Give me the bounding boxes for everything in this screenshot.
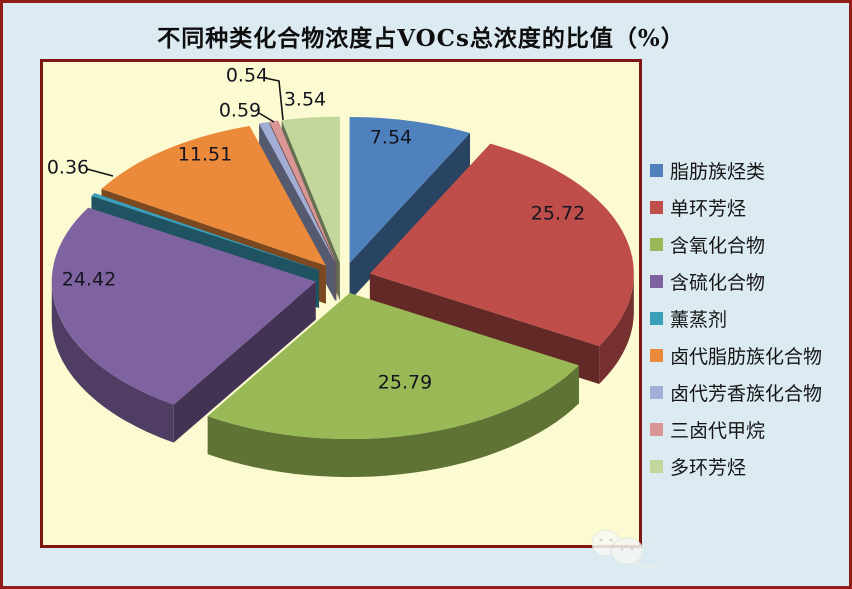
legend-swatch — [650, 164, 663, 177]
legend-label: 脂肪族烃类 — [670, 161, 766, 183]
plot-area: 7.54 25.72 25.79 24.42 0.36 11.51 0.59 0.54 3.54 — [40, 59, 642, 548]
label-leader-line — [86, 168, 114, 177]
legend-item-3: 含硫化合物 — [650, 270, 822, 294]
legend-label: 卤代脂肪族化合物 — [670, 346, 823, 368]
pie-slice-4 — [91, 193, 320, 270]
legend-label: 多环芳烃 — [670, 457, 747, 479]
slice-value-label: 11.51 — [178, 144, 232, 166]
slice-value-label: 0.59 — [219, 100, 261, 122]
pie-slice-2 — [207, 293, 579, 440]
legend-swatch — [650, 423, 663, 436]
legend-swatch — [650, 312, 663, 325]
pie-slice-6 — [259, 121, 336, 264]
legend: 脂肪族烃类单环芳烃含氧化合物含硫化合物薰蒸剂卤代脂肪族化合物 卤代芳香族化合物 三卤… — [650, 159, 823, 479]
pie-slice-side-3 — [173, 281, 316, 443]
legend-item-1: 单环芳烃 — [650, 196, 822, 220]
pie-slice-side-0 — [349, 133, 471, 301]
slice-value-label: 25.79 — [378, 372, 432, 394]
legend-item-0: 脂肪族烃类 — [650, 159, 822, 183]
pie-chart: 7.54 25.72 25.79 24.42 0.36 11.51 0.59 0.54 3.54 — [47, 65, 634, 478]
label-leader-line — [258, 112, 275, 123]
pie-slice-5 — [101, 125, 326, 266]
slice-value-label: 3.54 — [284, 89, 326, 111]
legend-swatch — [650, 460, 663, 473]
chart-title: 不同种类化合物浓度占VOCs总浓度的比值（%） — [157, 25, 685, 52]
legend-label: 含硫化合物 — [670, 272, 766, 294]
slice-value-label: 0.54 — [226, 65, 268, 87]
legend-label: 三卤代甲烷 — [670, 420, 766, 442]
pie-slice-rim-1 — [599, 273, 634, 384]
legend-swatch — [650, 349, 663, 362]
legend-item-5: 卤代脂肪族化合物 — [650, 344, 823, 368]
pie-slice-8 — [281, 116, 340, 263]
slice-value-label: 24.42 — [62, 269, 116, 291]
legend-label: 含氧化合物 — [670, 235, 766, 257]
label-leader-line — [264, 77, 284, 121]
legend-item-2: 含氧化合物 — [650, 233, 822, 257]
pie-slice-0 — [349, 116, 471, 263]
legend-swatch — [650, 201, 663, 214]
pie-slice-rim-3 — [51, 281, 174, 443]
pie-slice-7 — [269, 120, 337, 263]
legend-label: 卤代芳香族化合物 — [670, 383, 823, 405]
legend-item-8: 多环芳烃 — [650, 455, 822, 479]
legend-item-7: 三卤代甲烷 — [650, 418, 822, 442]
legend-item-4: 薰蒸剂 — [650, 307, 822, 331]
slice-value-label: 0.36 — [47, 157, 89, 179]
legend-swatch — [650, 275, 663, 288]
legend-label: 薰蒸剂 — [670, 309, 728, 331]
legend-swatch — [650, 386, 663, 399]
slice-value-label: 7.54 — [370, 127, 412, 149]
pie-slice-rim-2 — [207, 365, 579, 478]
pie-slice-1 — [369, 143, 634, 346]
pie-slice-3 — [51, 207, 316, 405]
legend-item-6: 卤代芳香族化合物 — [650, 381, 823, 405]
slice-value-label: 25.72 — [531, 203, 585, 225]
legend-label: 单环芳烃 — [670, 198, 747, 220]
legend-swatch — [650, 238, 663, 251]
